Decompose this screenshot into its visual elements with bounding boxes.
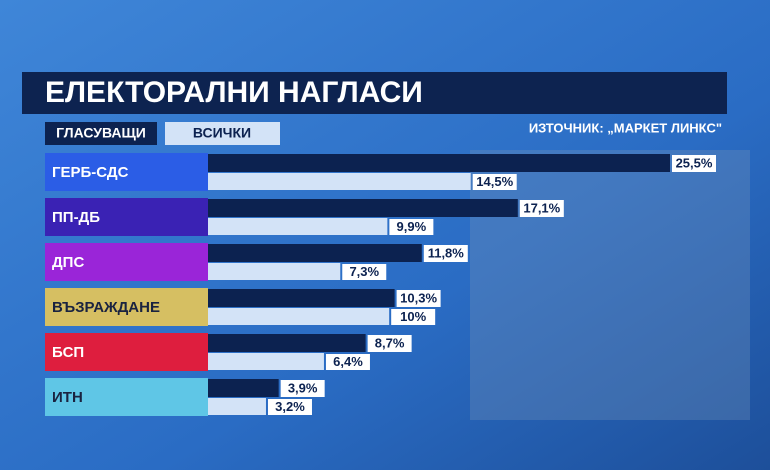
building-backdrop: [470, 150, 750, 420]
category-box: [45, 198, 208, 236]
value-label-box: [367, 335, 412, 352]
value-label: 9,9%: [397, 219, 427, 234]
value-label-box: [389, 219, 434, 235]
category-box: [45, 333, 208, 371]
bar: [208, 199, 518, 217]
value-label: 6,4%: [333, 354, 363, 369]
value-label: 11,8%: [428, 245, 465, 260]
value-label-box: [280, 380, 325, 397]
category-box: [45, 288, 208, 326]
value-label-box: [267, 399, 312, 415]
value-label: 10,3%: [400, 290, 437, 305]
value-label-box: [396, 290, 441, 307]
category-box: [45, 153, 208, 191]
value-label: 8,7%: [375, 335, 405, 350]
category-label: ГЕРБ-СДС: [52, 164, 129, 181]
bar: [208, 334, 366, 352]
source: ИЗТОЧНИК: „МАРКЕТ ЛИНКС": [529, 120, 722, 135]
value-label-box: [519, 200, 564, 217]
bar: [208, 289, 395, 307]
category-label: ПП-ДБ: [52, 209, 100, 226]
bar: [208, 244, 422, 262]
bar: [208, 353, 324, 370]
bar: [208, 218, 388, 235]
bar: [208, 263, 341, 280]
value-label: 17,1%: [523, 200, 560, 215]
legend-swatch: [45, 122, 157, 145]
bar: [208, 173, 471, 190]
bar: [208, 398, 266, 415]
bar: [208, 154, 670, 172]
value-label-box: [325, 354, 370, 370]
value-label: 14,5%: [476, 174, 513, 189]
legend-label: ГЛАСУВАЩИ: [56, 125, 146, 141]
value-label: 25,5%: [676, 155, 713, 170]
legend-label: ВСИЧКИ: [193, 125, 251, 141]
value-label: 7,3%: [349, 264, 379, 279]
value-label-box: [391, 309, 436, 325]
value-label: 3,2%: [275, 399, 305, 414]
legend-swatch: [165, 122, 280, 145]
category-label: БСП: [52, 344, 84, 361]
bar: [208, 308, 390, 325]
chart-title: ЕЛЕКТОРАЛНИ НАГЛАСИ: [45, 76, 423, 109]
category-box: [45, 378, 208, 416]
value-label-box: [423, 245, 468, 262]
value-label: 3,9%: [288, 380, 318, 395]
value-label-box: [472, 174, 517, 190]
title-bar: [22, 72, 727, 114]
category-label: ИТН: [52, 389, 83, 406]
value-label-box: [672, 155, 716, 172]
category-label: ДПС: [52, 254, 84, 271]
value-label: 10%: [400, 309, 426, 324]
category-box: [45, 243, 208, 281]
value-label-box: [342, 264, 387, 280]
category-label: ВЪЗРАЖДАНЕ: [52, 299, 160, 316]
bar: [208, 379, 279, 397]
